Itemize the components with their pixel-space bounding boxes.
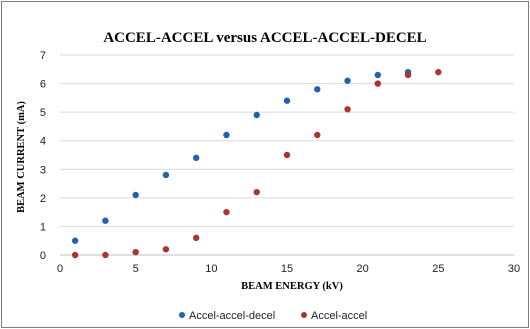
data-point (223, 208, 230, 216)
data-point (132, 248, 139, 256)
y-tick-label: 0 (40, 250, 46, 262)
series-1 (71, 68, 412, 244)
data-point (404, 71, 412, 79)
legend-marker (179, 312, 185, 318)
chart-title: ACCEL-ACCEL versus ACCEL-ACCEL-DECEL (103, 30, 426, 46)
data-point (344, 77, 351, 84)
data-point (253, 111, 260, 119)
data-point (193, 154, 200, 162)
data-point (253, 188, 260, 196)
series-2 (71, 68, 442, 259)
data-point (162, 246, 170, 253)
x-tick-labels: 0 5 10 15 20 25 30 (57, 263, 520, 275)
data-point (223, 131, 230, 139)
x-tick-label: 25 (432, 263, 444, 275)
data-point (132, 191, 139, 199)
data-point (283, 151, 291, 159)
y-tick-label: 5 (40, 107, 46, 119)
data-point (283, 97, 291, 104)
y-tick-label: 6 (40, 79, 46, 91)
x-tick-label: 30 (508, 263, 520, 275)
legend: Accel-accel-decel Accel-accel (179, 310, 367, 322)
x-tick-label: 10 (205, 263, 217, 275)
data-point (344, 106, 351, 113)
data-point (374, 71, 381, 79)
y-tick-label: 1 (40, 221, 46, 233)
data-point (314, 86, 321, 93)
y-axis-label: BEAM CURRENT (mA) (16, 101, 27, 213)
data-point (162, 171, 170, 179)
data-point (435, 68, 442, 76)
legend-label: Accel-accel-decel (189, 310, 275, 322)
y-tick-labels: 0 1 2 3 4 5 6 7 (40, 50, 46, 262)
x-tick-label: 15 (281, 263, 293, 275)
x-axis-label: BEAM ENERGY (kV) (241, 281, 343, 292)
data-point (71, 251, 79, 259)
y-tick-label: 4 (40, 136, 46, 148)
data-point (314, 131, 321, 139)
data-point (102, 251, 109, 259)
x-tick-label: 5 (133, 263, 139, 275)
x-tick-label: 0 (57, 263, 63, 275)
data-point (71, 237, 79, 244)
y-tick-label: 2 (40, 193, 46, 205)
gridlines (60, 54, 514, 227)
data-point (102, 217, 109, 224)
y-tick-label: 3 (40, 164, 46, 176)
y-tick-label: 7 (40, 50, 46, 62)
data-point (193, 234, 200, 242)
legend-label: Accel-accel (311, 310, 367, 322)
data-points (71, 68, 442, 259)
x-tick-label: 20 (357, 263, 369, 275)
data-point (374, 80, 381, 87)
legend-marker (301, 312, 307, 318)
